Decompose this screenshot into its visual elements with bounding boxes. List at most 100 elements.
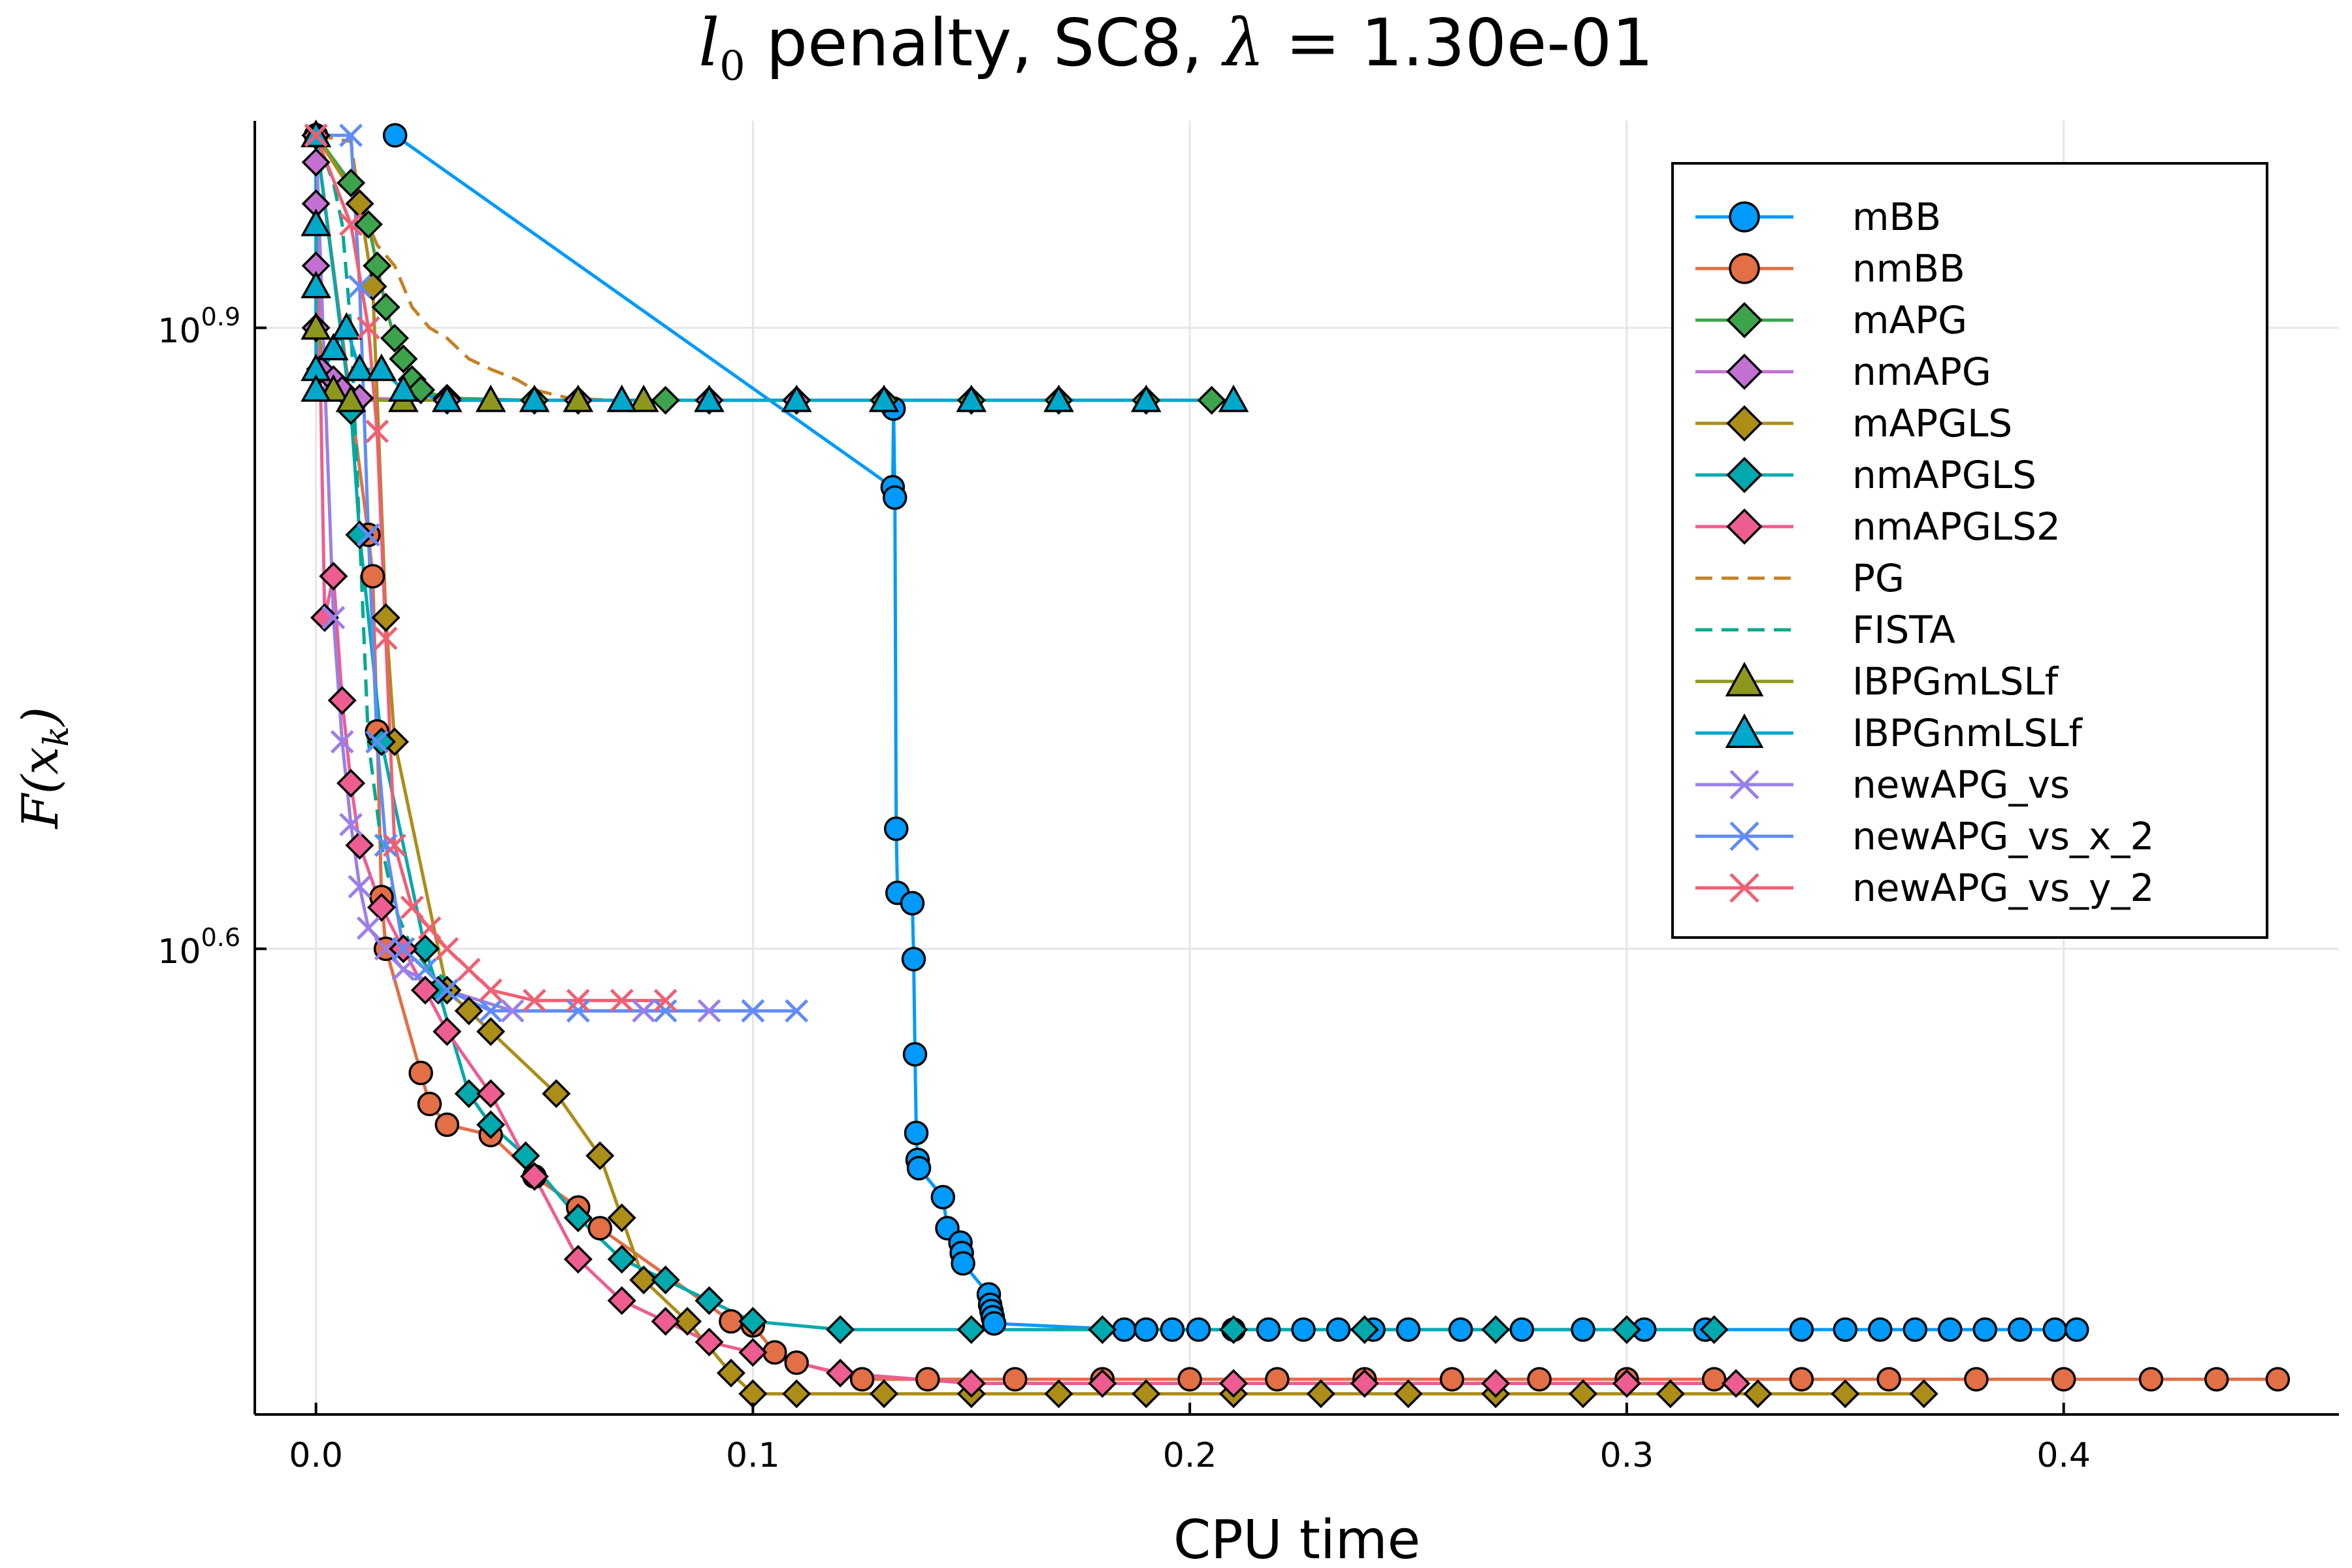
data-point-newapg-vs: [632, 999, 656, 1023]
data-point-mapgls: [1909, 1379, 1938, 1409]
data-point-nmapgls: [1088, 1315, 1117, 1345]
data-point-nmapgls2: [738, 1337, 768, 1367]
data-point-nmapgls2: [319, 561, 348, 591]
legend-label-nmapgls: nmAPGLS: [1852, 453, 2036, 497]
data-point-mapg: [371, 293, 400, 322]
x-axis-ticks: 0.0 0.1 0.2 0.3 0.4: [289, 1403, 2091, 1475]
data-point-newapg-vs: [374, 937, 398, 961]
legend-marker-nmapgls: [1726, 457, 1763, 493]
data-point-nmapgls: [1481, 1315, 1511, 1345]
data-point-mapgls: [1743, 1379, 1772, 1409]
data-point-nmbb: [2265, 1367, 2291, 1392]
legend-marker-mapg: [1726, 302, 1763, 338]
data-point-mbb: [1509, 1317, 1535, 1342]
data-point-mbb: [981, 1311, 1007, 1336]
y-tick-label: 100.9: [157, 302, 240, 351]
data-point-nmapgls2: [476, 1079, 506, 1108]
legend-label-mapg: mAPG: [1852, 298, 1967, 342]
data-point-mapgls: [1394, 1379, 1423, 1409]
data-point-nmapgls2: [1612, 1369, 1641, 1398]
data-point-newapg-vs-x-2: [413, 957, 437, 981]
data-point-mbb: [1789, 1317, 1814, 1342]
series-line-newapg-vs-x-2: [316, 133, 797, 1013]
data-point-nmapgls: [826, 1315, 855, 1345]
data-point-mbb: [382, 123, 408, 148]
data-point-mbb: [1160, 1317, 1185, 1342]
data-point-newapg-vs: [500, 999, 525, 1023]
data-point-nmapgls: [345, 520, 374, 549]
data-point-mapgls: [869, 1379, 899, 1409]
data-point-ibpgnmlslf: [301, 208, 332, 237]
data-point-newapg-vs-y-2: [457, 957, 481, 981]
data-point-newapg-vs-y-2: [610, 988, 634, 1013]
data-point-ibpgnmlslf: [431, 384, 463, 412]
data-point-nmbb: [784, 1350, 809, 1375]
data-point-newapg-vs: [356, 916, 380, 940]
data-point-nmbb: [360, 564, 385, 589]
y-axis-ticks: 100.6 100.9: [157, 302, 267, 972]
legend-label-newapg-vs: newAPG_vs: [1852, 762, 2070, 807]
data-point-mbb: [951, 1250, 975, 1276]
data-point-mapgls: [1831, 1379, 1860, 1409]
data-point-newapg-vs-y-2: [356, 316, 380, 340]
data-point-newapg-vs-y-2: [400, 895, 424, 919]
legend-label-nmbb: nmBB: [1852, 246, 1965, 291]
data-point-newapg-vs-x-2: [348, 274, 372, 299]
legend-label-pg: PG: [1852, 556, 1904, 600]
series-markers: [301, 120, 2291, 1409]
data-point-nmapgls2: [433, 1017, 462, 1046]
data-point-nmapgls2: [336, 768, 366, 798]
data-point-nmbb: [1439, 1367, 1465, 1392]
data-point-nmapgls2: [1722, 1369, 1751, 1398]
data-point-nmapgls: [956, 1315, 986, 1345]
data-point-nmapgls2: [1088, 1369, 1117, 1398]
data-point-nmapgls: [1219, 1315, 1249, 1345]
data-point-nmapgls: [1350, 1315, 1379, 1345]
data-point-newapg-vs-x-2: [339, 123, 363, 148]
data-point-nmbb: [2051, 1367, 2076, 1392]
data-point-nmapgls: [607, 1245, 636, 1274]
data-point-newapg-vs-x-2: [365, 730, 389, 754]
x-tick-label: 0.4: [2036, 1436, 2091, 1475]
data-point-nmbb: [1964, 1367, 1989, 1392]
data-point-mapgls: [782, 1379, 811, 1409]
data-point-mbb: [1134, 1317, 1159, 1342]
data-point-newapg-vs-y-2: [383, 833, 406, 857]
legend-label-nmapg: nmAPG: [1852, 350, 1991, 394]
data-point-mbb: [1291, 1317, 1316, 1342]
data-point-ibpgmlslf: [563, 384, 594, 412]
data-point-mbb: [902, 1042, 928, 1067]
data-point-ibpgmlslf: [475, 384, 506, 412]
data-point-mbb: [2042, 1317, 2068, 1342]
legend-marker-newapg-vs: [1729, 770, 1759, 800]
data-point-newapg-vs-y-2: [339, 212, 363, 237]
data-point-newapg-vs-x-2: [653, 999, 678, 1023]
data-point-mbb: [1938, 1317, 1963, 1342]
data-point-mbb: [906, 1156, 932, 1181]
legend-marker-mbb: [1729, 201, 1760, 233]
data-point-mapgls: [1306, 1379, 1335, 1409]
data-point-nmapgls2: [651, 1307, 680, 1336]
data-point-nmapgls2: [1481, 1369, 1511, 1398]
data-point-mbb: [2064, 1317, 2089, 1342]
data-point-mapgls: [454, 996, 483, 1026]
data-point-nmapg: [301, 148, 331, 177]
data-point-newapg-vs-y-2: [304, 123, 328, 148]
data-point-nmapgls: [563, 1203, 593, 1233]
data-point-ibpgmlslf: [628, 384, 659, 412]
data-point-mapgls: [542, 1079, 571, 1108]
data-point-nmapgls: [454, 1079, 483, 1108]
data-point-ibpgnmlslf: [366, 353, 397, 382]
data-point-mbb: [1903, 1317, 1928, 1342]
data-point-nmbb: [2204, 1367, 2229, 1392]
data-point-nmapgls: [410, 934, 440, 964]
data-point-nmapgls: [476, 1110, 506, 1139]
data-point-ibpgnmlslf: [331, 312, 362, 340]
legend-marker-ibpgmlslf: [1725, 661, 1764, 696]
legend-marker-mapgls: [1726, 405, 1763, 442]
data-point-mapgls: [607, 1203, 636, 1233]
data-point-mbb: [1396, 1317, 1421, 1342]
data-point-newapg-vs-x-2: [391, 937, 416, 961]
data-point-ibpgnmlslf: [344, 353, 375, 382]
data-point-mbb: [2008, 1317, 2033, 1342]
